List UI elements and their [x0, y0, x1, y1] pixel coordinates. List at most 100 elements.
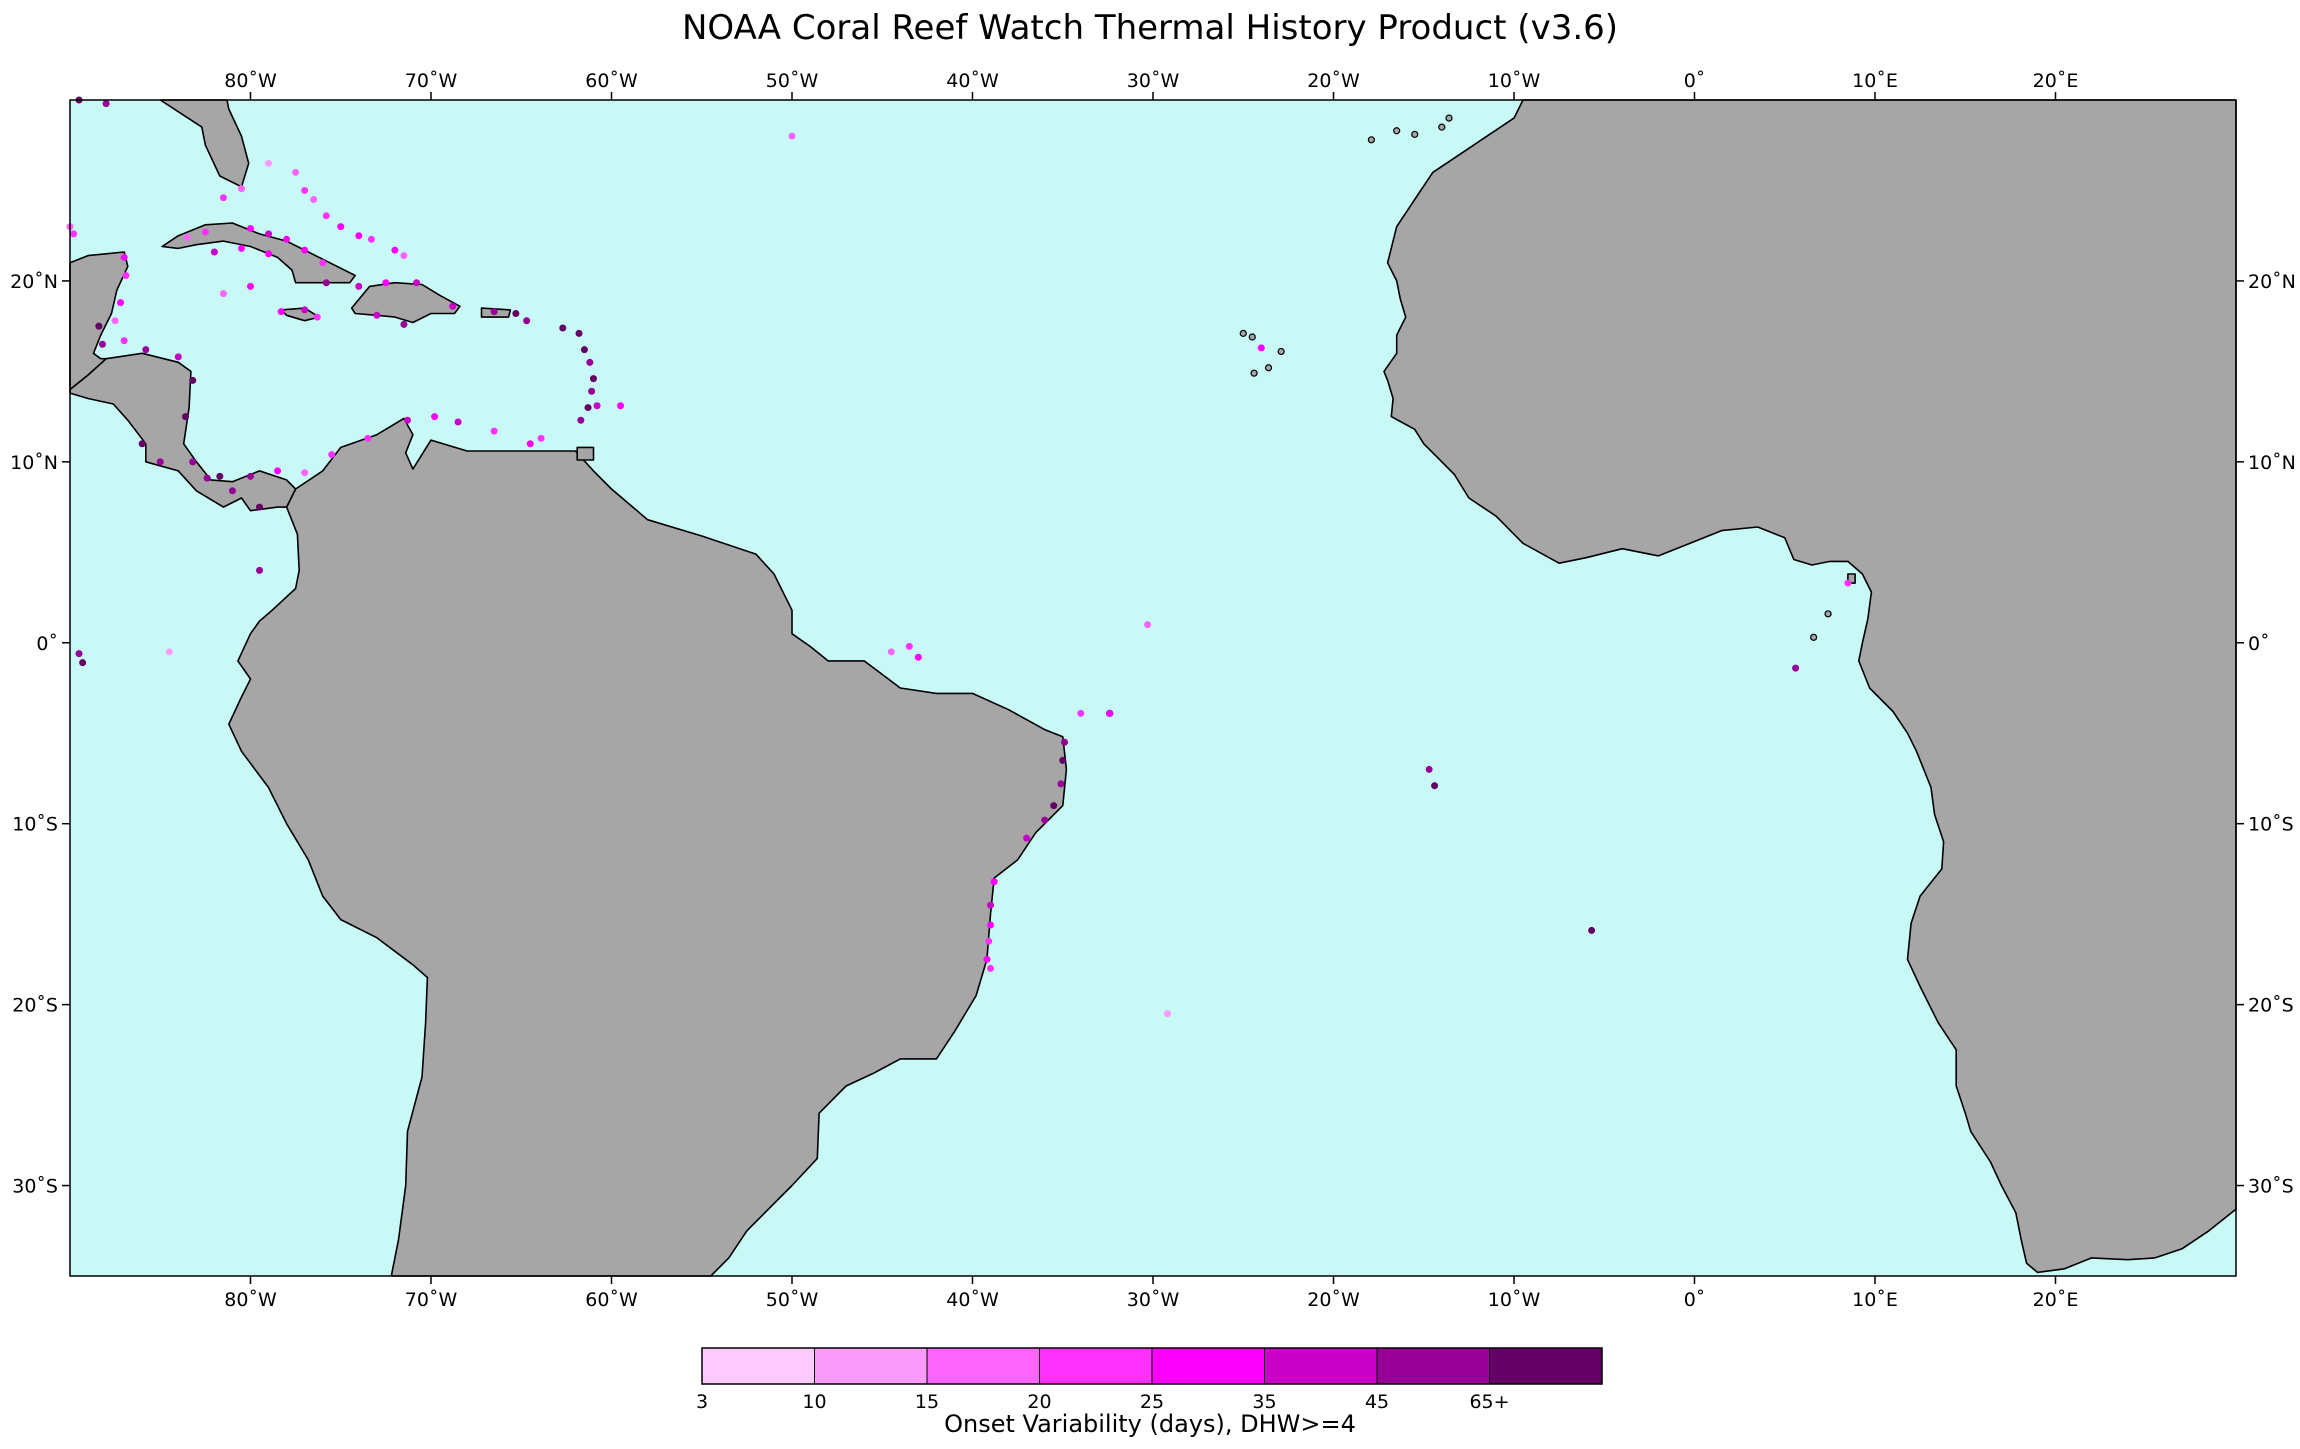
lon-tick-label: 60˚W: [585, 1289, 638, 1311]
reef-pixel: [1163, 1010, 1171, 1018]
lat-tick-label: 20˚S: [12, 995, 58, 1017]
reef-pixel: [617, 402, 625, 410]
lon-tick-label: 20˚E: [2033, 1289, 2079, 1311]
reef-pixel: [490, 427, 498, 435]
reef-pixel: [337, 223, 345, 231]
reef-pixel: [120, 337, 128, 345]
island: [1367, 136, 1376, 144]
reef-pixel: [523, 317, 531, 325]
lat-tick-label: 30˚S: [2248, 1176, 2294, 1198]
reef-pixel: [174, 353, 182, 361]
lon-tick-label: 40˚W: [946, 70, 999, 92]
lat-tick-label: 30˚S: [12, 1176, 58, 1198]
reef-pixel: [364, 434, 372, 442]
island: [1393, 127, 1401, 135]
reef-pixel: [1844, 579, 1852, 587]
reef-pixel: [122, 271, 130, 279]
reef-pixel: [577, 416, 585, 424]
map-title: NOAA Coral Reef Watch Thermal History Pr…: [681, 8, 1619, 48]
lat-tick-label: 10˚N: [10, 452, 58, 474]
reef-pixel: [584, 404, 592, 412]
reef-pixel: [589, 375, 597, 383]
land-layer: [69, 99, 2237, 1277]
land-central-america: [69, 352, 297, 512]
reef-pixel: [219, 290, 227, 298]
reef-pixel: [165, 648, 173, 656]
reef-pixel: [914, 653, 922, 661]
reef-pixel: [404, 416, 412, 424]
lon-tick-label: 80˚W: [224, 1289, 277, 1311]
reef-pixel: [189, 458, 197, 466]
island: [1411, 130, 1419, 138]
reef-pixel: [117, 299, 125, 307]
reef-pixel: [987, 964, 995, 972]
land-africa: [1383, 99, 2237, 1274]
lat-tick-label: 20˚N: [2248, 271, 2296, 293]
reef-pixel: [219, 194, 227, 202]
island: [1824, 610, 1832, 618]
reef-pixel: [382, 279, 390, 287]
reef-pixel: [1106, 709, 1114, 717]
reef-pixel: [367, 235, 375, 243]
lon-tick-label: 20˚W: [1307, 70, 1360, 92]
reef-pixel: [203, 474, 211, 482]
reef-pixel: [1792, 664, 1800, 672]
reef-pixel: [79, 659, 87, 667]
lon-tick-label: 10˚W: [1488, 70, 1541, 92]
land-yucatan: [69, 251, 129, 391]
reef-pixel: [111, 317, 119, 325]
reef-pixel: [322, 279, 330, 287]
lon-tick-label: 10˚E: [1852, 70, 1898, 92]
reef-pixel: [210, 248, 218, 256]
reef-pixel: [1041, 816, 1049, 824]
land-cuba: [161, 222, 356, 284]
land-trinidad: [576, 446, 595, 461]
colorbar-label: Onset Variability (days), DHW>=4: [944, 1410, 1356, 1438]
reef-pixel: [247, 282, 254, 290]
reef-pixel: [319, 259, 327, 267]
colorbar-swatch: [1376, 1347, 1490, 1385]
lon-tick-label: 70˚W: [405, 70, 458, 92]
colorbar-tick-label: 20: [1027, 1391, 1051, 1413]
colorbar-swatch: [814, 1347, 928, 1385]
reef-pixel: [905, 642, 913, 650]
reef-pixel: [1588, 926, 1596, 934]
island: [1264, 364, 1273, 372]
reef-pixel: [537, 434, 545, 442]
reef-pixel: [987, 921, 995, 929]
reef-pixel: [102, 100, 110, 108]
reef-pixel: [138, 440, 146, 448]
latitude-ticks: 20˚N 20˚N 10˚N 10˚N 0˚ 0˚ 10˚S 10˚S 20˚S 20˚S 30˚S…: [10, 271, 2296, 1198]
land-south-america: [228, 417, 1068, 1277]
reef-pixel: [189, 376, 197, 384]
reef-pixel: [216, 472, 224, 480]
reef-pixel: [301, 246, 309, 254]
lon-tick-label: 50˚W: [766, 1289, 819, 1311]
colorbar-tick-label: 45: [1365, 1391, 1389, 1413]
reef-pixel: [1057, 780, 1065, 788]
colorbar-frame: [701, 1347, 1603, 1385]
reef-pixel: [277, 308, 285, 316]
island: [1239, 329, 1247, 337]
colorbar-swatch: [1489, 1347, 1603, 1385]
reef-pixel: [413, 279, 421, 287]
reef-pixel: [310, 196, 318, 204]
lat-tick-label: 10˚N: [2248, 452, 2296, 474]
reef-pixel: [1257, 344, 1265, 352]
colorbar-swatch: [1264, 1347, 1378, 1385]
island: [1445, 114, 1453, 122]
reef-pixel: [391, 246, 399, 254]
reef-pixel: [1077, 709, 1085, 717]
reef-pixel: [1425, 765, 1433, 773]
reef-pixel: [586, 358, 594, 366]
colorbar-tick-label: 65+: [1469, 1391, 1509, 1413]
island: [1810, 633, 1818, 641]
reef-pixel: [355, 282, 363, 290]
reef-pixel: [788, 132, 796, 140]
lon-tick-label: 70˚W: [405, 1289, 458, 1311]
reef-pixel: [301, 306, 309, 314]
island: [1277, 347, 1285, 356]
reef-pixel: [588, 387, 596, 395]
reef-pixel: [580, 346, 588, 354]
